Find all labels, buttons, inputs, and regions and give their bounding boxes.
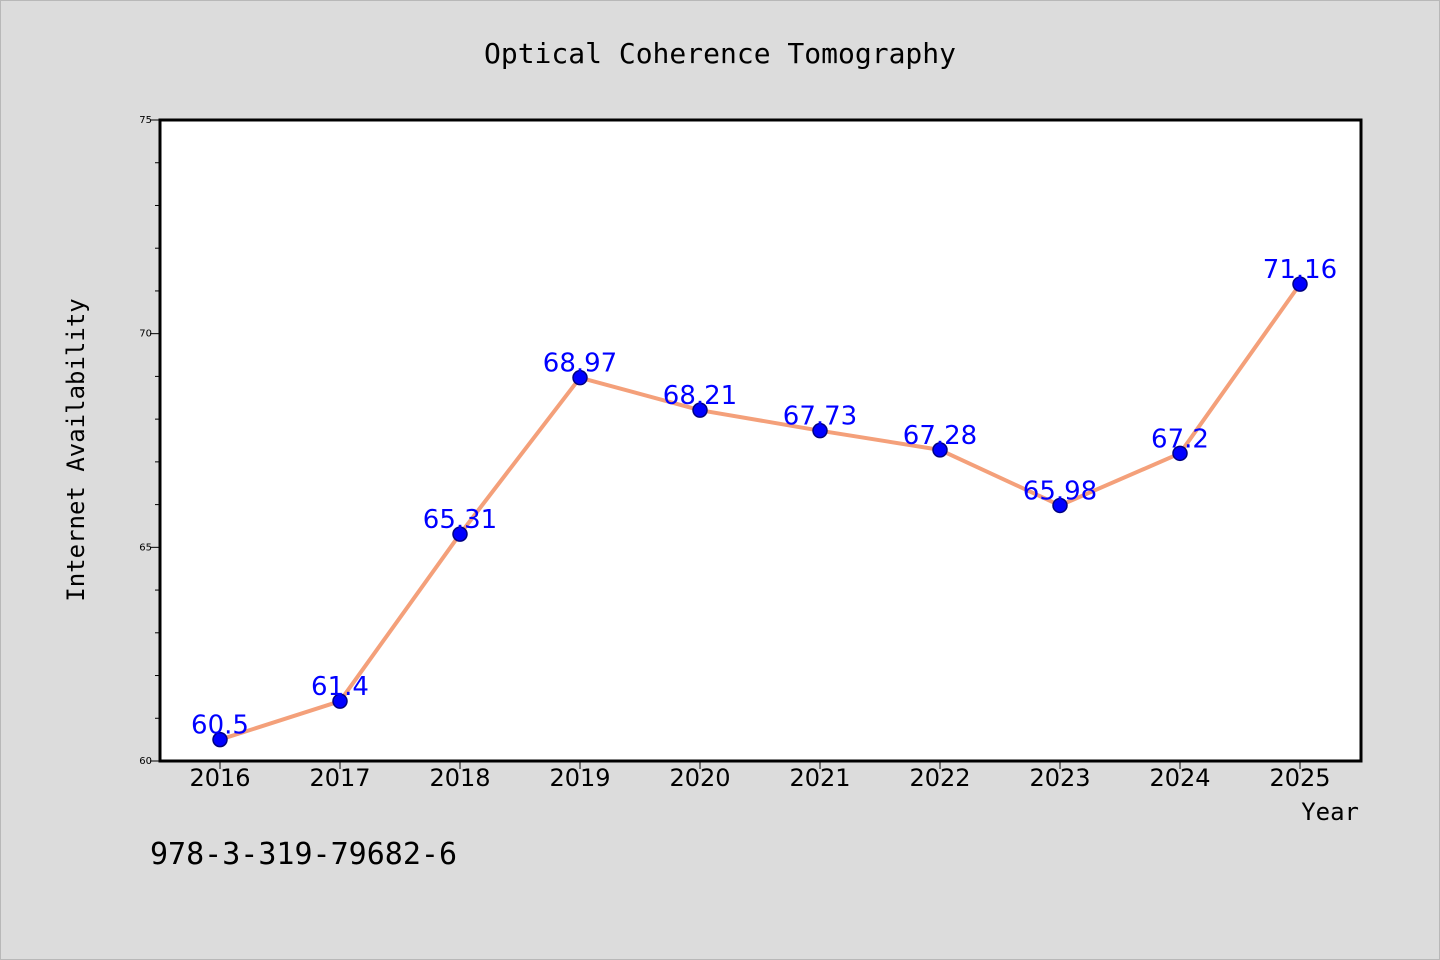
data-point xyxy=(1172,445,1188,462)
data-point xyxy=(572,369,588,386)
x-tick-label: 2022 xyxy=(909,764,970,792)
data-point xyxy=(932,442,948,458)
y-tick-label: 60 xyxy=(139,756,152,767)
data-label: 65.98 xyxy=(1023,476,1097,506)
data-label: 67.2 xyxy=(1151,424,1209,454)
data-point xyxy=(1052,497,1068,514)
series-line xyxy=(219,282,1302,742)
x-tick-label: 2023 xyxy=(1029,764,1090,792)
data-point xyxy=(812,422,828,439)
x-tick-label: 2016 xyxy=(189,764,250,792)
data-label: 67.73 xyxy=(783,402,857,432)
plot-area xyxy=(160,120,1361,761)
x-tick-label: 2020 xyxy=(669,764,730,792)
data-label: 68.21 xyxy=(663,381,737,411)
data-point xyxy=(1292,276,1308,292)
x-tick-label: 2019 xyxy=(549,764,610,792)
data-label: 60.5 xyxy=(191,711,249,741)
x-tick-label: 2025 xyxy=(1269,764,1330,792)
data-label: 71.16 xyxy=(1263,255,1337,285)
x-tick-label: 2021 xyxy=(789,764,850,792)
y-tick-label: 70 xyxy=(139,329,152,340)
y-tick-label: 65 xyxy=(139,542,152,553)
x-axis-label: Year xyxy=(1301,798,1359,826)
data-labels: 60.5 61.4 65.31 68.97 68.21 67.73 67.28 65.98 67… xyxy=(191,255,1337,741)
data-label: 68.97 xyxy=(543,349,617,379)
x-tick-label: 2018 xyxy=(429,764,490,792)
data-point xyxy=(332,693,348,709)
data-markers xyxy=(212,276,1308,748)
data-label: 67.28 xyxy=(903,421,977,451)
y-tick-label: 75 xyxy=(139,115,152,126)
y-axis-label: Internet Availability xyxy=(62,298,90,601)
x-tick-label: 2017 xyxy=(309,764,370,792)
data-label: 65.31 xyxy=(423,505,497,535)
y-axis: 60 65 70 75 xyxy=(139,115,160,767)
isbn-text: 978-3-319-79682-6 xyxy=(150,837,457,872)
x-tick-label: 2024 xyxy=(1149,764,1210,792)
data-point xyxy=(212,731,228,748)
data-point xyxy=(452,526,468,542)
plot-border xyxy=(158,118,1363,763)
data-point xyxy=(692,402,708,418)
chart-title: Optical Coherence Tomography xyxy=(484,37,956,70)
data-label: 61.4 xyxy=(311,672,369,702)
x-axis: 2016 2017 2018 2019 2020 2021 2022 2023 2024 2025 xyxy=(189,761,1331,792)
